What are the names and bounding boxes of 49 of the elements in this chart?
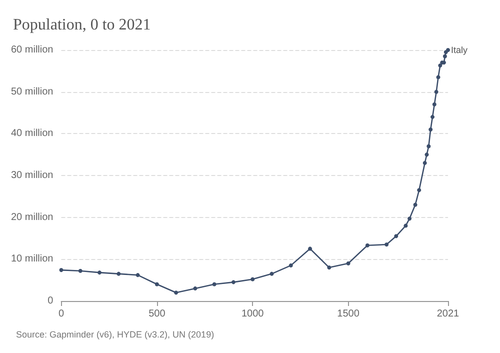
point — [231, 280, 236, 284]
point — [346, 261, 350, 266]
point — [384, 242, 389, 247]
point — [59, 268, 64, 272]
y-tick-label: 40 million — [10, 128, 54, 140]
point — [193, 286, 198, 290]
point — [136, 273, 140, 278]
point — [417, 188, 422, 192]
point — [116, 272, 121, 276]
point — [394, 234, 398, 238]
point — [428, 127, 433, 132]
x-tick-label: 500 — [148, 308, 166, 320]
point — [308, 246, 312, 251]
x-tick-label: 0 — [58, 308, 64, 320]
point — [154, 282, 159, 286]
point — [408, 216, 412, 221]
point — [212, 282, 216, 286]
point — [422, 160, 427, 165]
point — [432, 102, 436, 106]
y-tick-label: 20 million — [10, 212, 54, 223]
y-tick-label: 10 million — [10, 254, 54, 265]
point — [442, 54, 447, 58]
y-tick-label: 0 — [48, 296, 54, 306]
chart-title: Population, 0 to 2021 — [13, 16, 151, 34]
x-tick-label: 2021 — [436, 308, 460, 320]
point — [270, 272, 274, 276]
point — [365, 243, 370, 248]
point — [436, 75, 440, 80]
point — [78, 268, 82, 273]
point — [430, 114, 434, 119]
point — [446, 48, 450, 52]
point — [404, 224, 408, 228]
point — [424, 152, 429, 157]
y-tick-label: 60 million — [10, 44, 54, 56]
x-tick-label: 1500 — [337, 308, 360, 320]
point — [327, 266, 332, 270]
point — [434, 90, 438, 94]
point — [288, 263, 293, 268]
y-tick-label: 50 million — [10, 86, 54, 98]
x-tick-label: 1000 — [241, 308, 264, 320]
source-note: Source: Gapminder (v6), HYDE (v3.2), UN (2019) — [16, 330, 214, 340]
point — [426, 144, 431, 148]
y-tick-label: 30 million — [10, 170, 54, 181]
point — [174, 290, 178, 295]
point — [98, 270, 102, 275]
point — [413, 202, 418, 207]
point — [250, 277, 255, 282]
point — [438, 63, 442, 68]
series-label: Italy — [451, 45, 468, 55]
